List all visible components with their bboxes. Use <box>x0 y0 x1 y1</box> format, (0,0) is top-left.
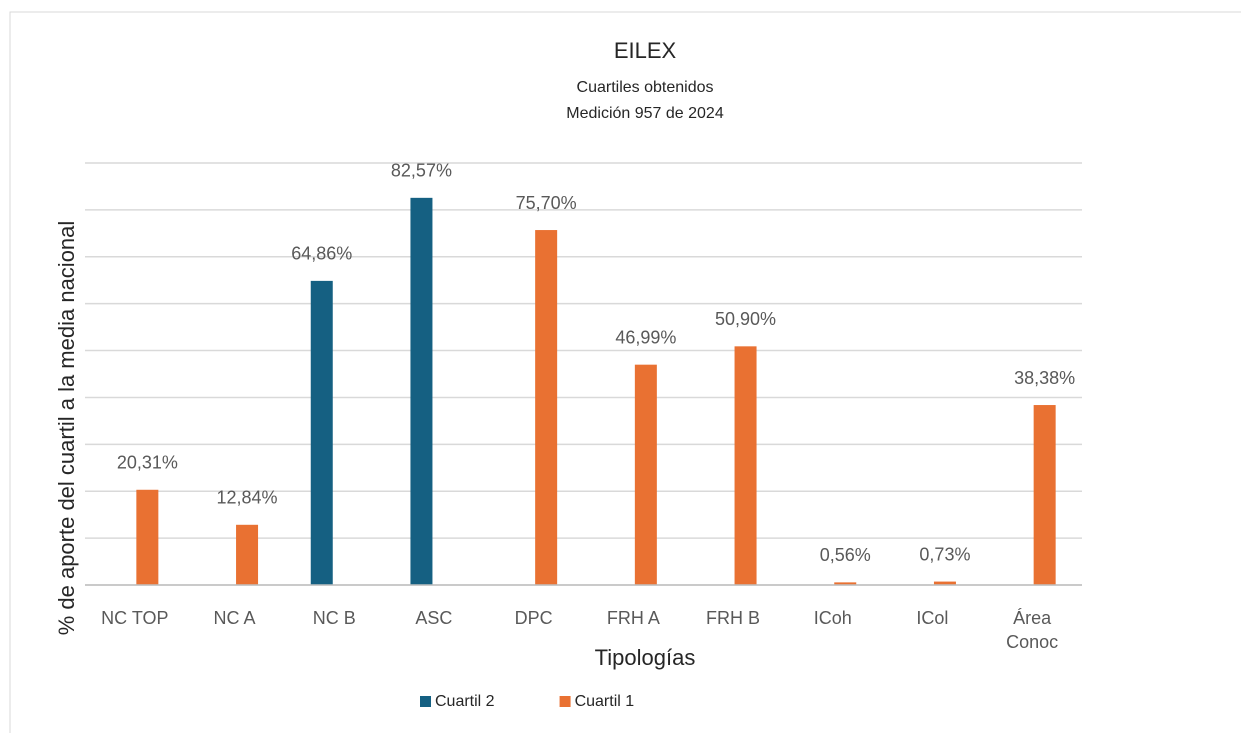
x-tick-label: FRH A <box>606 608 660 628</box>
bar <box>236 524 259 585</box>
bar <box>834 582 857 585</box>
chart-subtitle: Medición 957 de 2024 <box>566 105 724 122</box>
x-tick-label: FRH B <box>706 608 761 628</box>
x-tick-label: NC TOP <box>101 608 169 628</box>
y-axis-label: % de aporte del cuartil a la media nacio… <box>54 221 79 636</box>
bar <box>634 364 657 585</box>
data-label: 0,73% <box>919 544 970 564</box>
bar <box>310 280 333 585</box>
x-axis-label: Tipologías <box>595 645 696 670</box>
legend-label: Cuartil 2 <box>435 693 495 710</box>
data-label: 38,38% <box>1014 368 1075 388</box>
x-tick-label: ICoh <box>813 608 852 628</box>
data-label: 0,56% <box>820 545 871 565</box>
legend-label: Cuartil 1 <box>575 693 635 710</box>
data-label: 50,90% <box>715 309 776 329</box>
bar <box>136 489 159 585</box>
chart-subtitle: Cuartiles obtenidos <box>577 79 714 96</box>
bar <box>734 346 757 585</box>
legend-swatch <box>559 696 571 707</box>
data-label: 46,99% <box>615 327 676 347</box>
bar <box>410 197 433 585</box>
chart-title: EILEX <box>614 38 677 63</box>
bar <box>1033 405 1056 585</box>
legend-swatch <box>420 696 431 707</box>
x-tick-label: NC A <box>213 608 256 628</box>
data-label: 12,84% <box>217 488 278 508</box>
data-label: 20,31% <box>117 453 178 473</box>
data-label: 64,86% <box>291 244 352 264</box>
chart-frame <box>9 11 1241 733</box>
x-tick-label: Área Conoc <box>1006 608 1059 652</box>
x-tick-label: DPC <box>514 608 553 628</box>
data-label: 82,57% <box>391 161 452 181</box>
x-tick-label: ICol <box>916 608 949 628</box>
bar <box>933 581 956 585</box>
data-label: 75,70% <box>516 193 577 213</box>
bar <box>535 230 558 585</box>
x-tick-label: ASC <box>415 608 453 628</box>
x-tick-label: NC B <box>312 608 356 628</box>
